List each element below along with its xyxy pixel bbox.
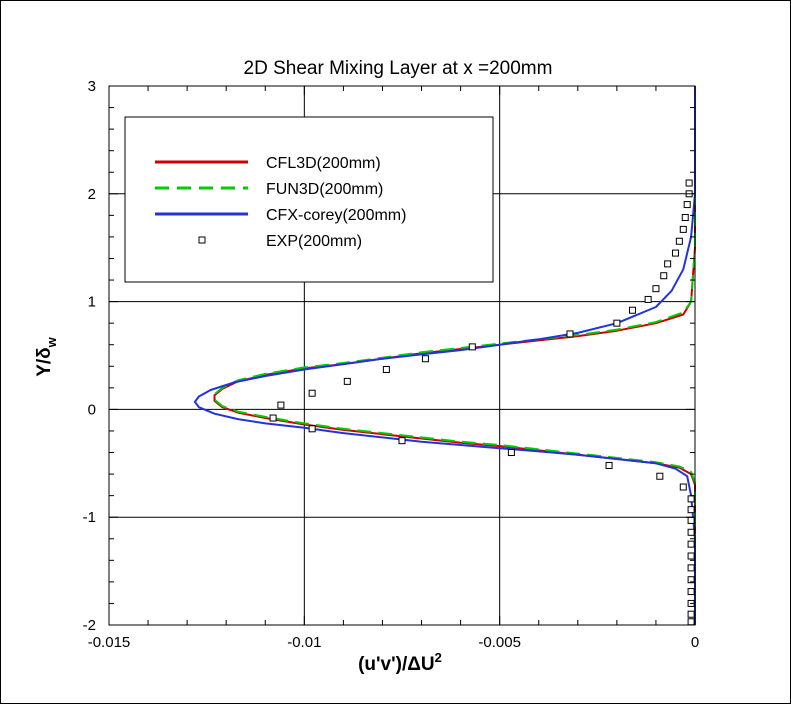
exp-marker <box>681 214 689 222</box>
exp-marker <box>343 377 351 385</box>
exp-marker <box>664 260 672 268</box>
exp-marker <box>628 306 636 314</box>
exp-marker <box>687 506 695 514</box>
exp-marker <box>683 201 691 209</box>
legend-label: CFL3D(200mm) <box>266 155 381 172</box>
exp-marker <box>652 285 660 293</box>
exp-marker <box>468 343 476 351</box>
exp-marker <box>679 483 687 491</box>
y-tick-label: -1 <box>83 509 96 526</box>
exp-marker <box>605 461 613 469</box>
axis-ticks: -0.015 -0.01 -0.005 0 -2 -1 0 1 2 3 <box>83 78 700 651</box>
exp-marker <box>656 472 664 480</box>
exp-marker <box>687 540 695 548</box>
exp-marker <box>507 449 515 457</box>
exp-marker <box>687 588 695 596</box>
series-line-2 <box>193 86 696 625</box>
y-axis-label-text: Y/δw <box>34 336 59 376</box>
y-tick-label: -2 <box>83 617 96 634</box>
exp-marker <box>687 495 695 503</box>
exp-marker <box>687 610 695 618</box>
legend-marker <box>198 236 206 244</box>
series-layer <box>193 86 696 626</box>
legend-label: FUN3D(200mm) <box>266 181 383 198</box>
exp-marker <box>660 272 668 280</box>
legend-box <box>124 116 494 283</box>
exp-marker <box>644 295 652 303</box>
y-tick-label: 1 <box>88 294 96 311</box>
exp-marker <box>421 355 429 363</box>
legend-label: EXP(200mm) <box>266 233 362 250</box>
x-tick-label: -0.015 <box>88 634 131 651</box>
exp-marker <box>687 618 695 626</box>
y-tick-label: 2 <box>88 186 96 203</box>
exp-marker <box>277 401 285 409</box>
legend-label: CFX-corey(200mm) <box>266 207 406 224</box>
x-axis-label-text: (u'v')/ΔU2 <box>358 650 442 675</box>
exp-marker <box>269 414 277 422</box>
y-axis-label: Y/δw <box>34 336 59 376</box>
plot-border <box>108 85 696 626</box>
exp-marker <box>687 528 695 536</box>
exp-marker <box>398 437 406 445</box>
exp-marker <box>687 564 695 572</box>
exp-marker <box>685 179 693 187</box>
exp-marker <box>308 389 316 397</box>
exp-marker <box>382 366 390 374</box>
exp-marker <box>687 576 695 584</box>
y-tick-label: 0 <box>88 401 96 418</box>
y-tick-label: 3 <box>88 78 96 95</box>
exp-marker <box>675 237 683 245</box>
exp-marker <box>679 225 687 233</box>
exp-marker <box>308 425 316 433</box>
exp-marker <box>566 330 574 338</box>
exp-marker <box>687 516 695 524</box>
x-tick-label: -0.005 <box>478 634 521 651</box>
x-axis-label: (u'v')/ΔU2 <box>358 650 442 675</box>
x-tick-label: -0.01 <box>287 634 321 651</box>
chart-title: 2D Shear Mixing Layer at x =200mm <box>244 58 553 79</box>
exp-marker <box>613 319 621 327</box>
exp-marker <box>671 249 679 257</box>
legend: CFL3D(200mm) FUN3D(200mm) CFX-corey(200mm)… <box>124 116 494 283</box>
x-tick-label: 0 <box>691 634 699 651</box>
exp-marker <box>687 552 695 560</box>
